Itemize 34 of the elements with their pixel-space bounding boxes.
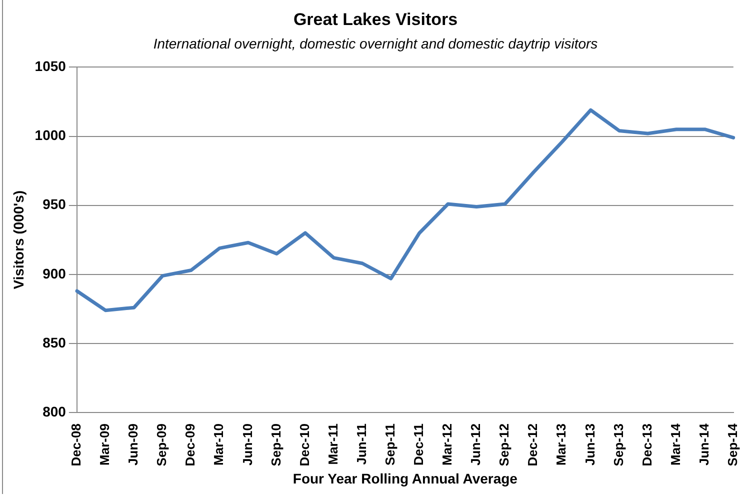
y-axis-title: Visitors (000's) bbox=[10, 190, 26, 290]
x-tick-label: Sep-14 bbox=[724, 422, 740, 466]
x-tick-label: Jun-10 bbox=[240, 424, 255, 466]
x-tick-label: Mar-09 bbox=[97, 424, 112, 466]
chart-subtitle: International overnight, domestic overnight and domestic daytrip visitors bbox=[153, 36, 598, 52]
x-tick-label: Dec-08 bbox=[68, 424, 84, 466]
x-tick-label: Jun-09 bbox=[126, 424, 141, 466]
x-tick-label: Dec-11 bbox=[411, 424, 426, 466]
x-tick-label: Mar-10 bbox=[211, 424, 226, 466]
x-tick-label: Dec-09 bbox=[182, 424, 198, 466]
x-tick-label: Sep-12 bbox=[496, 424, 512, 466]
chart-title: Great Lakes Visitors bbox=[293, 10, 458, 29]
x-tick-label: Jun-12 bbox=[468, 424, 484, 466]
x-tick-label: Sep-11 bbox=[382, 424, 398, 466]
y-tick-label: 850 bbox=[42, 334, 66, 350]
x-tick-label: Dec-10 bbox=[296, 424, 312, 466]
y-tick-label: 950 bbox=[42, 196, 66, 212]
x-tick-label: Sep-09 bbox=[154, 424, 170, 466]
y-tick-label: 900 bbox=[42, 265, 66, 282]
x-tick-label: Jun-11 bbox=[354, 424, 369, 465]
x-tick-label: Mar-12 bbox=[440, 424, 455, 466]
x-tick-label: Sep-13 bbox=[610, 424, 626, 466]
y-tick-label: 800 bbox=[42, 403, 66, 420]
x-tick-label: Dec-13 bbox=[639, 424, 654, 466]
x-tick-label: Sep-10 bbox=[268, 424, 284, 466]
x-tick-label: Mar-13 bbox=[554, 424, 569, 466]
y-tick-label: 1050 bbox=[34, 58, 66, 74]
x-axis-title: Four Year Rolling Annual Average bbox=[292, 470, 518, 486]
y-tick-label: 1000 bbox=[34, 127, 66, 144]
x-tick-label: Jun-13 bbox=[582, 424, 598, 466]
x-tick-label: Jun-14 bbox=[696, 422, 712, 466]
x-tick-label: Dec-12 bbox=[525, 424, 540, 466]
x-tick-label: Mar-14 bbox=[668, 422, 683, 466]
x-tick-label: Mar-11 bbox=[325, 424, 340, 465]
